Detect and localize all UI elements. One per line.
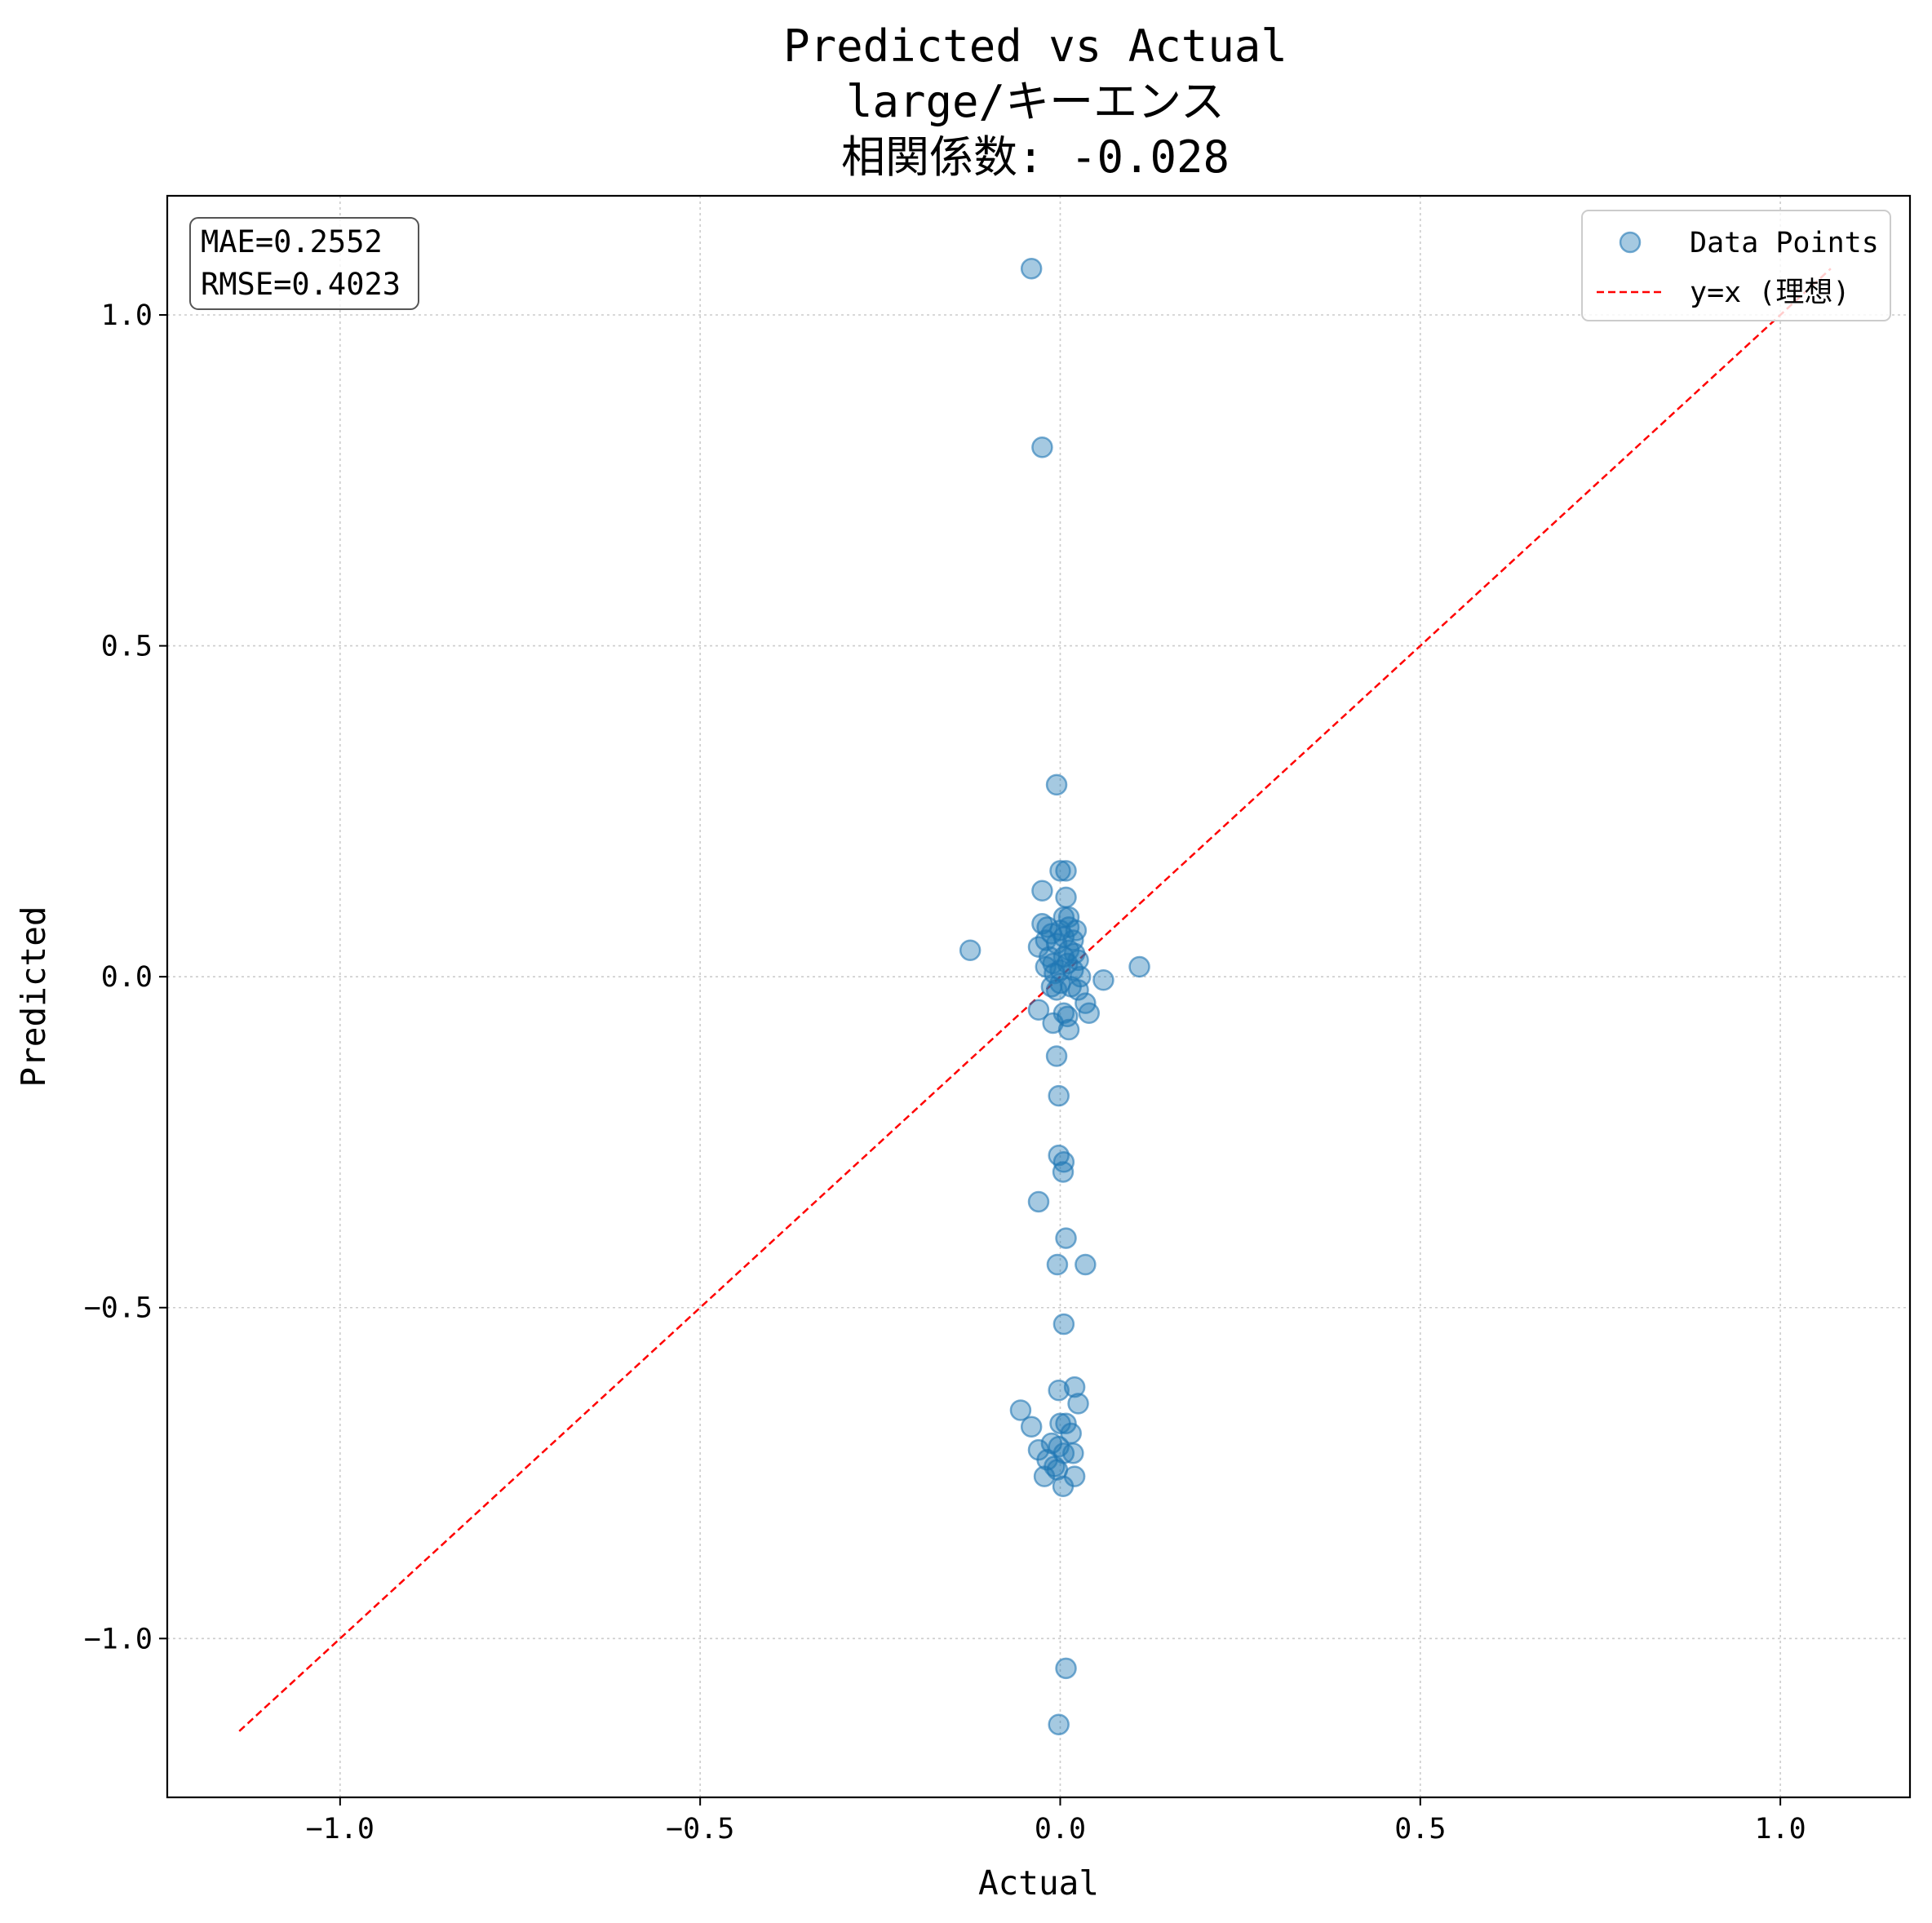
data-point-55	[1075, 1253, 1097, 1276]
data-point-54	[1046, 1253, 1069, 1276]
data-point-1	[1031, 436, 1053, 459]
x-tick-label-2: 0.0	[1035, 1813, 1086, 1845]
data-point-73	[1033, 1465, 1056, 1487]
plot-frame	[166, 194, 1912, 1799]
data-point-5	[1031, 880, 1053, 902]
legend-label-data-points: Data Points	[1690, 227, 1879, 259]
y-tick-label-2: 0.0	[101, 961, 153, 994]
y-tick-label-1: −0.5	[84, 1292, 153, 1325]
stats-box-frame	[189, 217, 419, 310]
y-axis-label: Predicted	[14, 906, 53, 1087]
data-points	[959, 257, 1150, 1736]
data-point-53	[1055, 1227, 1077, 1249]
data-point-76	[1055, 1657, 1077, 1680]
data-point-75	[1052, 1475, 1075, 1498]
data-point-3	[1049, 860, 1071, 882]
stats-rmse: RMSE=0.4023	[201, 267, 401, 302]
data-point-2	[1045, 773, 1068, 796]
data-point-51	[1052, 1161, 1075, 1183]
stats-mae: MAE=0.2552	[201, 224, 383, 259]
data-point-58	[1063, 1376, 1086, 1398]
y-tick-label-3: 0.5	[101, 631, 153, 663]
data-point-38	[1045, 979, 1068, 1001]
data-point-46	[1057, 1018, 1080, 1041]
data-point-56	[1052, 1313, 1075, 1336]
x-axis-label: Actual	[978, 1863, 1099, 1903]
data-point-57	[1048, 1379, 1070, 1402]
legend-marker-data-points	[1619, 231, 1642, 254]
y-tick-label-0: −1.0	[84, 1623, 153, 1655]
x-tick-label-0: −1.0	[306, 1813, 374, 1845]
data-point-41	[1027, 999, 1050, 1021]
data-point-21	[959, 939, 982, 961]
title-line-1: Predicted vs Actual	[783, 20, 1287, 72]
data-point-69	[1062, 1442, 1084, 1464]
data-point-31	[1128, 955, 1150, 978]
data-point-44	[1078, 1002, 1101, 1025]
data-point-0	[1020, 257, 1043, 280]
x-tick-label-3: 0.5	[1394, 1813, 1446, 1845]
data-point-48	[1048, 1084, 1070, 1107]
data-point-59	[1067, 1393, 1089, 1415]
data-point-4	[1055, 860, 1077, 882]
data-point-63	[1055, 1412, 1077, 1434]
chart-title: Predicted vs Actual large/キーエンス 相関係数: -0…	[783, 20, 1287, 183]
x-tick-label-1: −0.5	[666, 1813, 734, 1845]
data-point-47	[1045, 1045, 1068, 1067]
data-point-39	[1067, 979, 1089, 1001]
title-line-2: large/キーエンス	[846, 76, 1225, 127]
data-point-6	[1055, 886, 1077, 909]
y-tick-label-4: 1.0	[101, 299, 153, 332]
title-line-3: 相関係数: -0.028	[841, 131, 1230, 183]
data-point-52	[1027, 1190, 1050, 1213]
data-point-77	[1048, 1713, 1070, 1736]
axis-ticks: −1.0 −0.5 0.0 0.5 1.0 −1.0 −0.5 0.0 0.5 1.0	[84, 299, 1806, 1845]
legend: Data Points y=x (理想)	[1581, 210, 1891, 321]
x-tick-label-4: 1.0	[1755, 1813, 1806, 1845]
stats-box: MAE=0.2552 RMSE=0.4023	[189, 217, 419, 310]
data-point-61	[1020, 1416, 1043, 1438]
data-point-34	[1092, 968, 1114, 991]
data-point-60	[1009, 1399, 1032, 1421]
legend-label-ideal-line: y=x (理想)	[1690, 277, 1850, 309]
